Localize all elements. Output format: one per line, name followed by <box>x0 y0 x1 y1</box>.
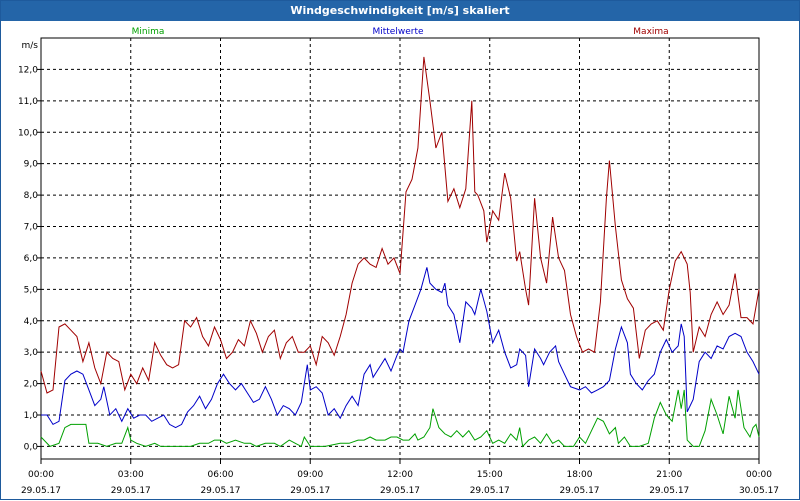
y-tick-label: 9,0 <box>24 160 39 170</box>
x-tick-time-label: 09:00 <box>297 470 323 480</box>
window-title: Windgeschwindigkeit [m/s] skaliert <box>1 1 799 21</box>
y-tick-label: 11,0 <box>18 97 38 107</box>
y-tick-label: 3,0 <box>24 348 39 358</box>
x-tick-time-label: 18:00 <box>567 470 593 480</box>
x-tick-time-label: 12:00 <box>387 470 413 480</box>
series-line-minima <box>40 389 760 448</box>
x-tick-time-label: 06:00 <box>208 470 234 480</box>
y-tick-label: 12,0 <box>18 65 38 75</box>
x-tick-date-label: 29.05.17 <box>111 486 151 496</box>
x-tick-time-label: 03:00 <box>118 470 144 480</box>
x-tick-date-label: 29.05.17 <box>200 486 240 496</box>
series-line-mittelwerte <box>41 267 760 429</box>
legend-entry-mittelwerte: Mittelwerte <box>372 27 423 37</box>
series-line-maxima <box>40 56 760 394</box>
plot-frame <box>40 37 760 460</box>
x-tick-date-label: 29.05.17 <box>470 486 510 496</box>
x-tick-date-label: 29.05.17 <box>380 486 420 496</box>
y-tick-label: 8,0 <box>24 191 39 201</box>
x-tick-time-label: 00:00 <box>28 470 54 480</box>
y-axis-unit: m/s <box>22 41 39 51</box>
x-tick-date-label: 29.05.17 <box>559 486 599 496</box>
x-tick-date-label: 29.05.17 <box>21 486 61 496</box>
y-tick-label: 5,0 <box>24 285 39 295</box>
legend-entry-maxima: Maxima <box>633 27 668 37</box>
y-tick-label: 0,0 <box>24 442 39 452</box>
y-tick-label: 10,0 <box>18 128 38 138</box>
legend-entry-minima: Minima <box>132 27 165 37</box>
y-tick-label: 2,0 <box>24 380 39 390</box>
y-tick-label: 7,0 <box>24 223 39 233</box>
x-tick-time-label: 21:00 <box>656 470 682 480</box>
x-tick-date-label: 29.05.17 <box>290 486 330 496</box>
x-tick-time-label: 15:00 <box>477 470 503 480</box>
x-tick-time-label: 00:00 <box>746 470 772 480</box>
y-tick-label: 6,0 <box>24 254 39 264</box>
x-tick-date-label: 30.05.17 <box>739 486 779 496</box>
x-tick-date-label: 29.05.17 <box>649 486 689 496</box>
y-tick-label: 4,0 <box>24 317 39 327</box>
y-tick-label: 1,0 <box>24 411 39 421</box>
